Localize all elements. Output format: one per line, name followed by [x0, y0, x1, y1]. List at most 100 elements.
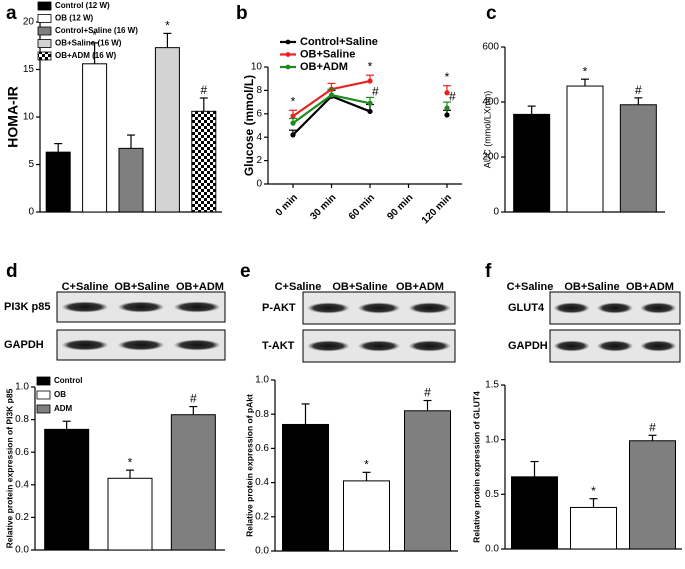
marker [444, 105, 450, 111]
marker [444, 112, 450, 118]
legend-label: ADM [54, 404, 73, 413]
y-tick-label: 0.8 [255, 409, 269, 420]
blot-band [596, 302, 634, 314]
bar [513, 113, 551, 213]
blot-band [61, 301, 109, 313]
marker [290, 113, 296, 119]
lane-label: OB+Saline [114, 281, 169, 293]
marker [444, 90, 450, 96]
legend-marker [285, 64, 291, 70]
y-axis-label: Glucose (mmol/L) [242, 75, 256, 176]
y-tick-label: 15 [23, 64, 35, 75]
y-tick-label: 1.5 [485, 380, 499, 391]
blot-row-label: PI3K p85 [4, 301, 50, 313]
legend-swatch [37, 14, 52, 23]
significance-mark: # [200, 83, 207, 97]
blot-band [357, 302, 401, 314]
marker [328, 92, 335, 98]
blot-band [553, 340, 590, 352]
bar [82, 63, 108, 213]
y-tick-label: 10 [251, 62, 263, 73]
y-tick-label: 0.4 [15, 479, 29, 490]
bar [619, 104, 657, 213]
significance-mark: * [165, 19, 170, 33]
y-tick-label: 1.0 [15, 382, 29, 393]
y-tick-label: 0.4 [255, 477, 269, 488]
bar [45, 151, 71, 213]
bar [191, 110, 217, 213]
y-tick-label: 5 [28, 159, 34, 170]
significance-mark: * [291, 94, 296, 108]
blot-band [307, 340, 350, 352]
lane-label: OB+ADM [626, 281, 674, 293]
legend-swatch [37, 51, 52, 61]
lane-label: OB+ADM [176, 281, 224, 293]
y-tick-label: 0.8 [15, 414, 29, 425]
legend-label: OB+Saline (16 W) [55, 39, 122, 48]
significance-mark: * [368, 59, 373, 73]
marker [367, 78, 373, 84]
legend-marker [285, 39, 291, 45]
blot-band [408, 302, 451, 314]
legend-swatch [36, 390, 51, 400]
y-tick-label: 400 [482, 97, 499, 108]
bar [511, 476, 558, 550]
bar [107, 477, 153, 551]
bar [118, 147, 144, 213]
blot-band [61, 339, 109, 351]
blot-band [640, 340, 677, 352]
panel-letter: b [236, 3, 248, 24]
significance-mark: # [424, 386, 431, 400]
blot-band [596, 340, 634, 352]
legend-swatch [37, 26, 52, 36]
x-tick-label: 60 min [347, 192, 377, 222]
marker [367, 100, 373, 106]
bar [566, 85, 604, 213]
panel-letter: e [240, 261, 251, 282]
legend-label: Control+Saline [300, 36, 378, 48]
y-axis-label: AUC (mmol/LXmin) [482, 91, 492, 169]
significance-mark: # [635, 83, 642, 97]
significance-mark: # [449, 89, 456, 103]
marker [290, 120, 296, 126]
blot-row-label: T-AKT [262, 340, 295, 352]
x-tick-label: 30 min [308, 192, 338, 222]
lane-label: C+Saline [62, 281, 109, 293]
y-tick-label: 10 [23, 112, 35, 123]
y-tick-label: 8 [256, 85, 262, 96]
legend-label: Control [54, 376, 82, 385]
panel-letter: c [486, 3, 497, 24]
significance-mark: * [364, 458, 369, 472]
y-tick-label: 600 [482, 42, 499, 53]
blot-row-label: GLUT4 [508, 302, 545, 314]
legend-label: Control (12 W) [55, 1, 110, 10]
y-tick-label: 0 [493, 207, 499, 218]
significance-mark: # [190, 392, 197, 406]
legend-marker [285, 52, 291, 57]
blot-row-label: P-AKT [262, 302, 296, 314]
y-tick-label: 0.0 [15, 545, 29, 556]
y-tick-label: 0.0 [255, 546, 269, 557]
x-tick-label: 0 min [274, 192, 300, 218]
y-tick-label: 2 [256, 155, 262, 166]
blot-row-label: GAPDH [508, 340, 548, 352]
marker [367, 108, 373, 115]
lane-label: OB+ADM [396, 281, 444, 293]
panel-letter: d [6, 261, 18, 282]
blot-band [640, 302, 677, 314]
bar [343, 480, 390, 552]
y-tick-label: 0.2 [255, 511, 269, 522]
marker [290, 132, 296, 138]
y-tick-label: 4 [256, 132, 262, 143]
legend-label: OB+ADM (16 W) [55, 51, 116, 60]
x-tick-label: 90 min [385, 192, 415, 222]
significance-mark: * [445, 70, 450, 84]
legend-swatch [36, 404, 51, 414]
legend-swatch [36, 376, 51, 386]
legend-swatch [37, 1, 52, 11]
bar [404, 410, 451, 552]
legend-label: OB+Saline [300, 48, 355, 60]
panel-letter: f [485, 261, 492, 282]
